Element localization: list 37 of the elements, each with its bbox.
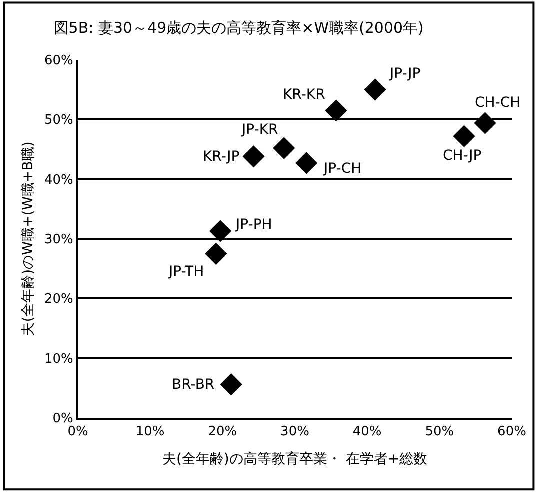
- point: [474, 112, 496, 134]
- chart-title: 図5B: 妻30～49歳の夫の高等教育率×W職率(2000年): [54, 18, 424, 37]
- y-tick-label: 20%: [44, 292, 74, 308]
- annotation: JP-KR: [241, 122, 278, 138]
- y-tick-label: 50%: [44, 113, 74, 128]
- point: [205, 242, 228, 265]
- annotation: JP-JP: [389, 66, 421, 82]
- x-tick-label: 30%: [280, 424, 310, 440]
- point: [209, 220, 232, 242]
- x-axis-title: 夫(全年齢)の高等教育卒業・ 在学者+総数: [162, 450, 428, 468]
- x-tick-label: 10%: [136, 424, 165, 440]
- y-tick-label: 40%: [44, 172, 74, 188]
- y-tick-label: 0%: [52, 412, 74, 427]
- annotation: BR-BR: [172, 377, 215, 393]
- point: [325, 100, 348, 122]
- point: [296, 152, 318, 174]
- x-tick-label: 50%: [425, 424, 454, 440]
- x-tick-label: 20%: [208, 424, 238, 440]
- x-tick-label: 40%: [352, 424, 382, 440]
- point: [453, 125, 476, 148]
- y-tick-label: 60%: [44, 54, 74, 69]
- x-tick-label: 0%: [68, 424, 88, 440]
- y-axis-title: 夫(全年齢)のW職+(W職+B職): [20, 142, 37, 336]
- point: [220, 374, 242, 396]
- annotation: KR-JP: [203, 149, 240, 165]
- point: [273, 137, 296, 160]
- y-tick-label: 30%: [44, 232, 74, 248]
- y-tick-label: 10%: [44, 352, 74, 367]
- annotation: JP-CH: [323, 161, 362, 177]
- x-tick-label: 60%: [498, 424, 526, 440]
- annotation: KR-KR: [283, 87, 326, 103]
- point: [364, 78, 386, 101]
- annotation: CH-JP: [443, 148, 482, 164]
- annotation: CH-CH: [475, 95, 521, 111]
- annotation: JP-PH: [235, 217, 272, 233]
- point: [242, 146, 265, 168]
- annotation: JP-TH: [168, 264, 204, 280]
